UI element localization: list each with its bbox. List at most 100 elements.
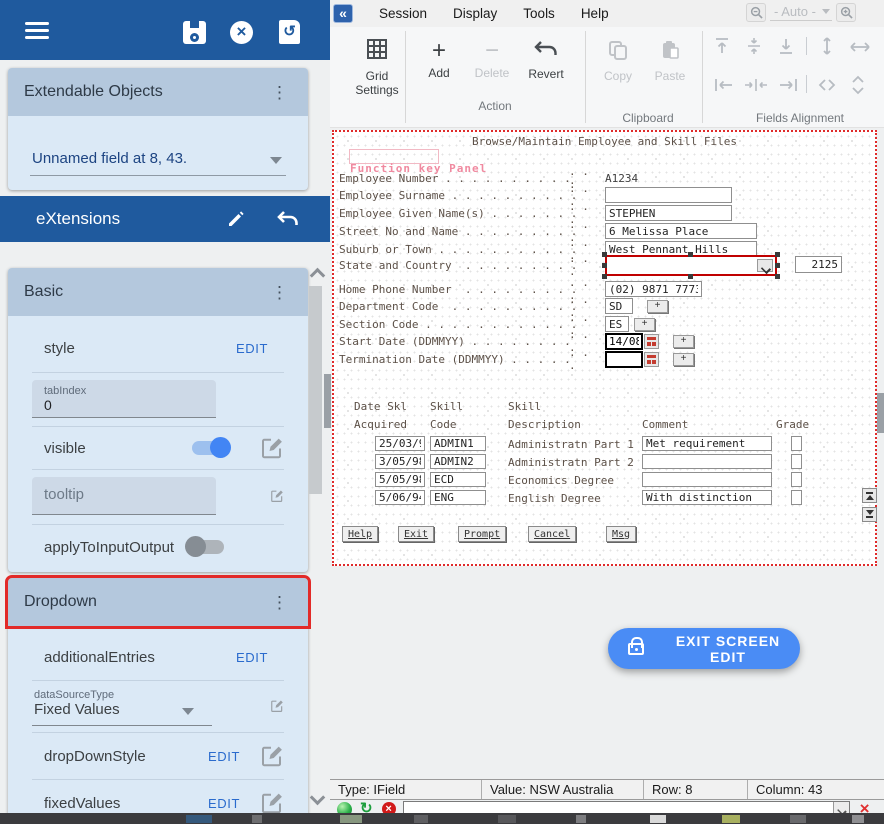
taskbar-item[interactable] <box>722 815 740 823</box>
skill-grade-input[interactable] <box>791 490 802 505</box>
taskbar-item[interactable] <box>650 815 666 823</box>
edit-square-icon[interactable] <box>270 694 284 718</box>
exit-button[interactable]: Exit <box>398 526 435 542</box>
sidebar-scroll-up[interactable] <box>310 266 324 280</box>
edit-square-icon[interactable] <box>260 436 284 460</box>
spread-horizontal-icon[interactable] <box>818 79 836 91</box>
skill-code-input[interactable] <box>430 436 486 451</box>
calendar-icon[interactable] <box>644 333 659 349</box>
section-prompt-button[interactable]: + <box>634 317 655 331</box>
zoom-out-icon[interactable] <box>746 3 766 22</box>
delete-button[interactable]: − Delete <box>474 37 510 81</box>
align-left-icon[interactable] <box>714 77 734 93</box>
selection-handle[interactable] <box>775 273 780 279</box>
revert-document-icon[interactable]: ↺ <box>279 20 300 44</box>
align-vcenter-icon[interactable] <box>746 37 762 55</box>
fixedvalues-edit-button[interactable]: EDIT <box>207 795 240 811</box>
pencil-icon[interactable] <box>226 209 246 229</box>
screen-design-canvas[interactable]: Browse/Maintain Employee and Skill Files… <box>332 130 877 566</box>
clear-icon[interactable]: × <box>859 799 870 818</box>
apply-toggle[interactable] <box>185 536 224 557</box>
os-taskbar[interactable] <box>0 813 884 824</box>
function-key-panel-outline[interactable] <box>349 149 439 164</box>
skill-code-input[interactable] <box>430 472 486 487</box>
resize-vertical-icon[interactable] <box>820 37 834 55</box>
skill-date-input[interactable] <box>375 490 425 505</box>
skill-code-input[interactable] <box>430 454 486 469</box>
copy-button[interactable]: Copy <box>596 39 640 83</box>
menu-session[interactable]: Session <box>379 6 428 21</box>
skill-date-input[interactable] <box>375 472 425 487</box>
msg-button[interactable]: Msg <box>606 526 637 542</box>
spread-vertical-icon[interactable] <box>852 75 864 95</box>
main-right-scrollbar[interactable] <box>877 393 884 433</box>
termination-date-prompt-button[interactable]: + <box>673 352 694 366</box>
sidebar-scroll-down[interactable] <box>310 792 324 806</box>
tooltip-field[interactable]: tooltip <box>32 477 216 515</box>
sidebar-scrollbar[interactable] <box>309 286 322 494</box>
kebab-icon[interactable]: ⋮ <box>271 282 288 302</box>
save-icon[interactable] <box>183 21 206 44</box>
taskbar-item[interactable] <box>576 815 586 823</box>
cancel-button[interactable]: Cancel <box>528 526 577 542</box>
state-country-combobox[interactable] <box>605 254 777 276</box>
taskbar-item[interactable] <box>252 815 262 823</box>
skill-date-input[interactable] <box>375 436 425 451</box>
skill-comment-input[interactable] <box>642 472 772 487</box>
section-code-input[interactable] <box>605 316 629 332</box>
taskbar-item[interactable] <box>498 815 516 823</box>
tabindex-field[interactable]: tabIndex 0 <box>32 380 216 418</box>
taskbar-item[interactable] <box>790 815 806 823</box>
paste-button[interactable]: Paste <box>648 39 692 83</box>
zoom-level-select[interactable]: - Auto - <box>770 4 832 21</box>
kebab-icon[interactable]: ⋮ <box>271 82 288 102</box>
dropdown-header[interactable]: Dropdown ⋮ <box>5 575 311 629</box>
exit-screen-edit-button[interactable]: EXIT SCREEN EDIT <box>608 628 800 669</box>
grid-settings-button[interactable]: Grid Settings <box>352 37 402 97</box>
selection-handle[interactable] <box>602 273 607 279</box>
green-ball-icon[interactable] <box>337 801 352 817</box>
combo-dropdown-icon[interactable] <box>757 258 773 272</box>
taskbar-item[interactable] <box>186 815 212 823</box>
taskbar-item[interactable] <box>414 815 428 823</box>
menu-tools[interactable]: Tools <box>523 6 555 21</box>
phone-input[interactable] <box>605 281 702 297</box>
skill-comment-input[interactable] <box>642 490 772 505</box>
taskbar-item[interactable] <box>852 815 864 823</box>
error-icon[interactable]: × <box>381 802 396 816</box>
scroll-top-icon[interactable] <box>862 488 877 503</box>
dropdownstyle-edit-button[interactable]: EDIT <box>207 748 240 764</box>
skill-grade-input[interactable] <box>791 454 802 469</box>
termination-date-input[interactable] <box>605 350 643 368</box>
start-date-prompt-button[interactable]: + <box>673 334 694 348</box>
datasource-select[interactable]: dataSourceType Fixed Values <box>32 686 212 726</box>
scroll-bottom-icon[interactable] <box>862 507 877 522</box>
command-dropdown-icon[interactable] <box>832 801 849 817</box>
skill-grade-input[interactable] <box>791 472 802 487</box>
align-top-icon[interactable] <box>714 37 730 55</box>
close-icon[interactable]: × <box>230 21 253 44</box>
skill-grade-input[interactable] <box>791 436 802 451</box>
skill-comment-input[interactable] <box>642 436 772 451</box>
selection-handle[interactable] <box>688 273 693 279</box>
align-hcenter-icon[interactable] <box>744 77 768 93</box>
object-select[interactable]: Unnamed field at 8, 43. <box>30 146 286 176</box>
given-names-input[interactable] <box>605 205 732 221</box>
selection-handle[interactable] <box>688 251 693 257</box>
revert-button[interactable]: Revert <box>520 39 572 81</box>
skill-date-input[interactable] <box>375 454 425 469</box>
edit-square-icon[interactable] <box>270 484 284 508</box>
resize-horizontal-icon[interactable] <box>850 41 870 53</box>
command-input[interactable] <box>403 801 849 817</box>
department-code-input[interactable] <box>605 298 633 314</box>
selection-handle[interactable] <box>775 251 780 257</box>
start-date-input[interactable] <box>605 332 643 350</box>
align-right-icon[interactable] <box>778 77 798 93</box>
calendar-icon[interactable] <box>644 351 659 367</box>
skill-code-input[interactable] <box>430 490 486 505</box>
street-input[interactable] <box>605 223 757 239</box>
department-prompt-button[interactable]: + <box>647 299 668 313</box>
undo-icon[interactable] <box>276 210 300 228</box>
refresh-icon[interactable]: ↻ <box>360 800 373 817</box>
edit-square-icon[interactable] <box>260 791 284 815</box>
